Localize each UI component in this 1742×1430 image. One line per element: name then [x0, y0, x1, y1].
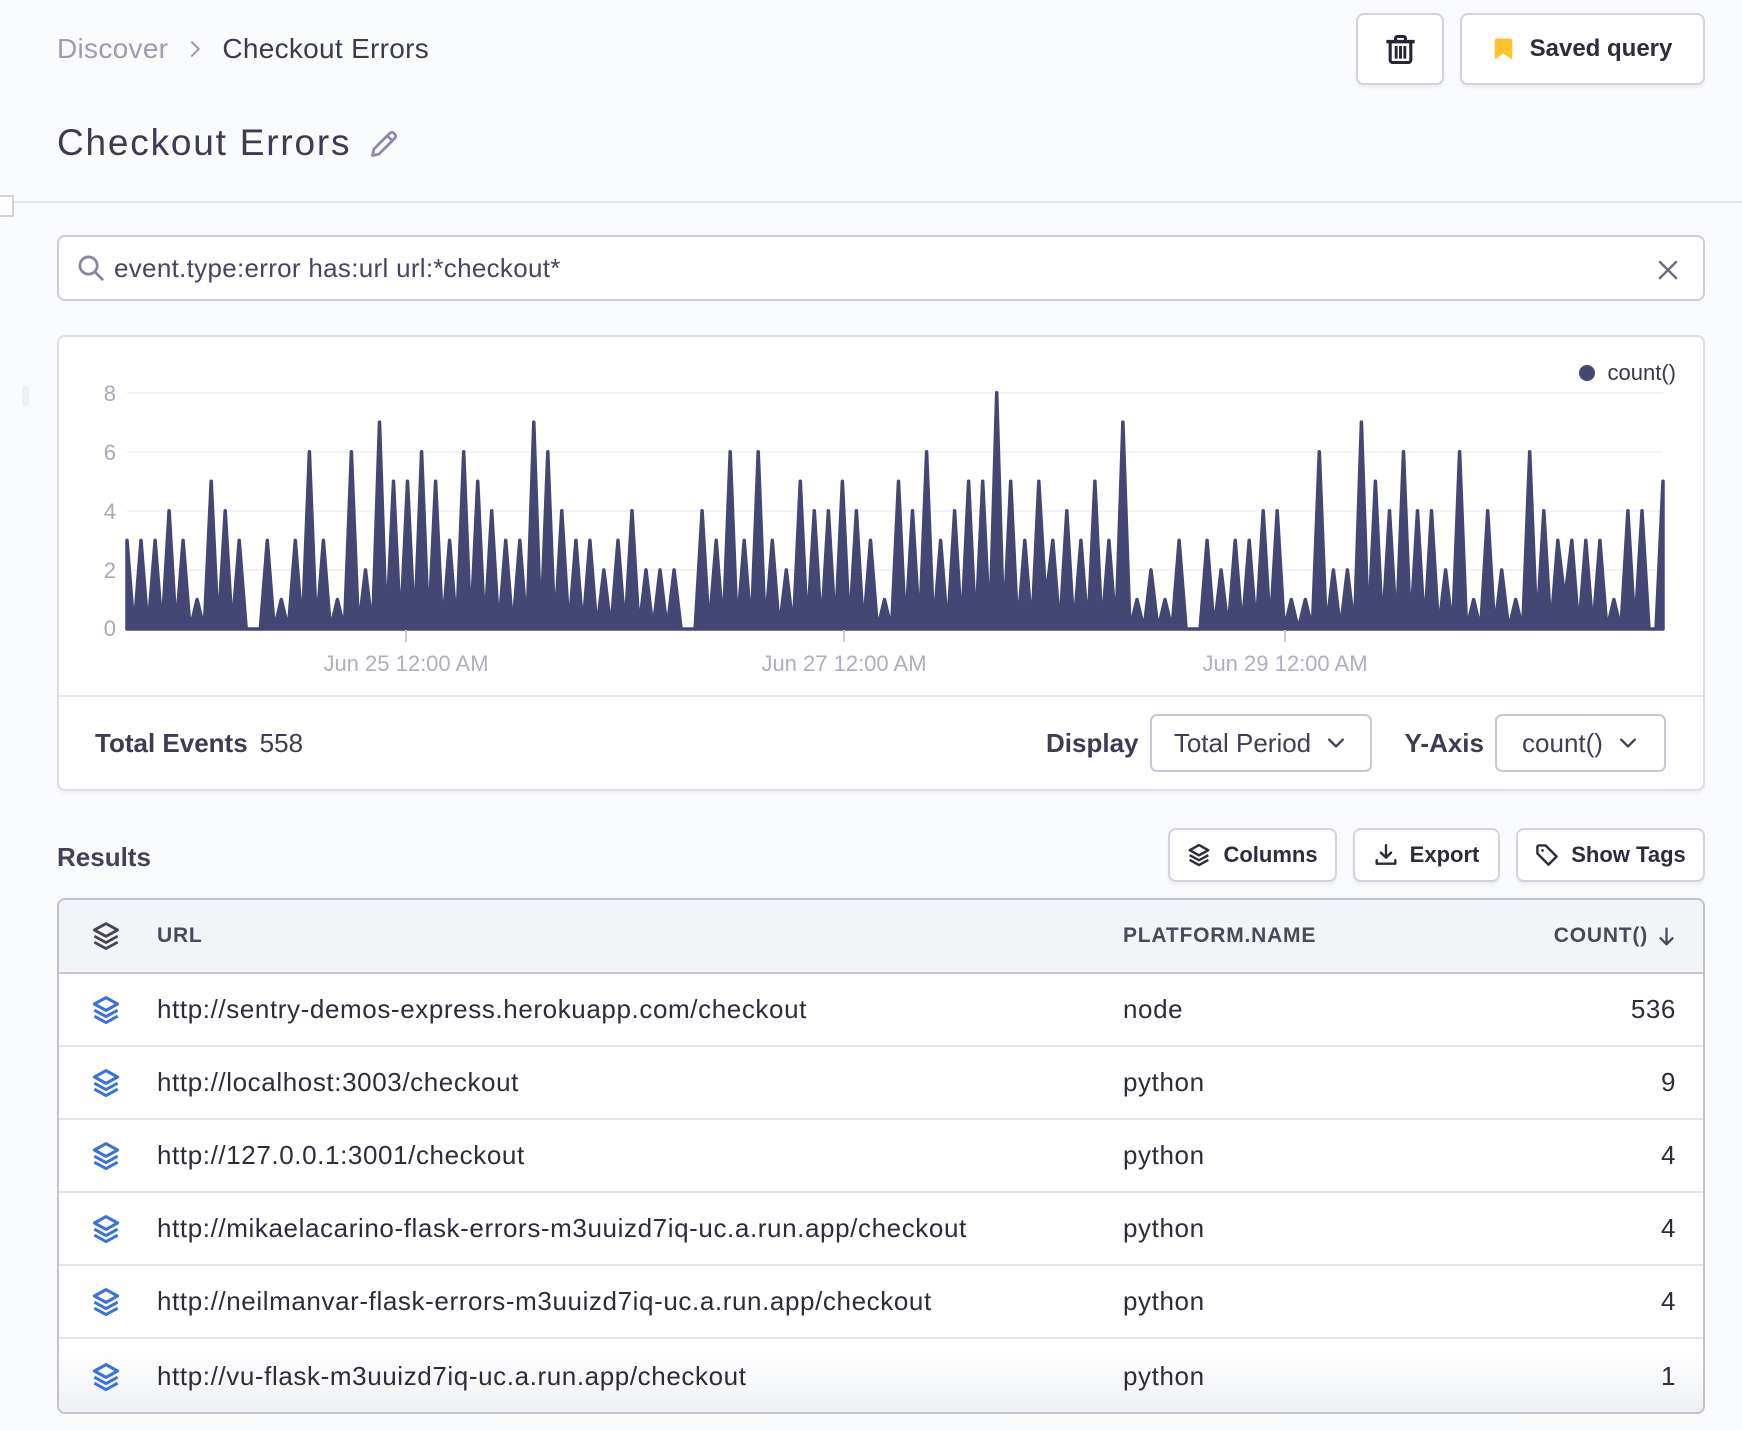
- svg-text:Jun 29 12:00 AM: Jun 29 12:00 AM: [1202, 651, 1367, 676]
- svg-text:0: 0: [104, 616, 116, 641]
- svg-text:8: 8: [104, 381, 116, 406]
- svg-text:4: 4: [104, 499, 116, 524]
- svg-text:Jun 25 12:00 AM: Jun 25 12:00 AM: [323, 651, 488, 676]
- svg-text:2: 2: [104, 558, 116, 583]
- svg-text:Jun 27 12:00 AM: Jun 27 12:00 AM: [761, 651, 926, 676]
- svg-text:6: 6: [104, 440, 116, 465]
